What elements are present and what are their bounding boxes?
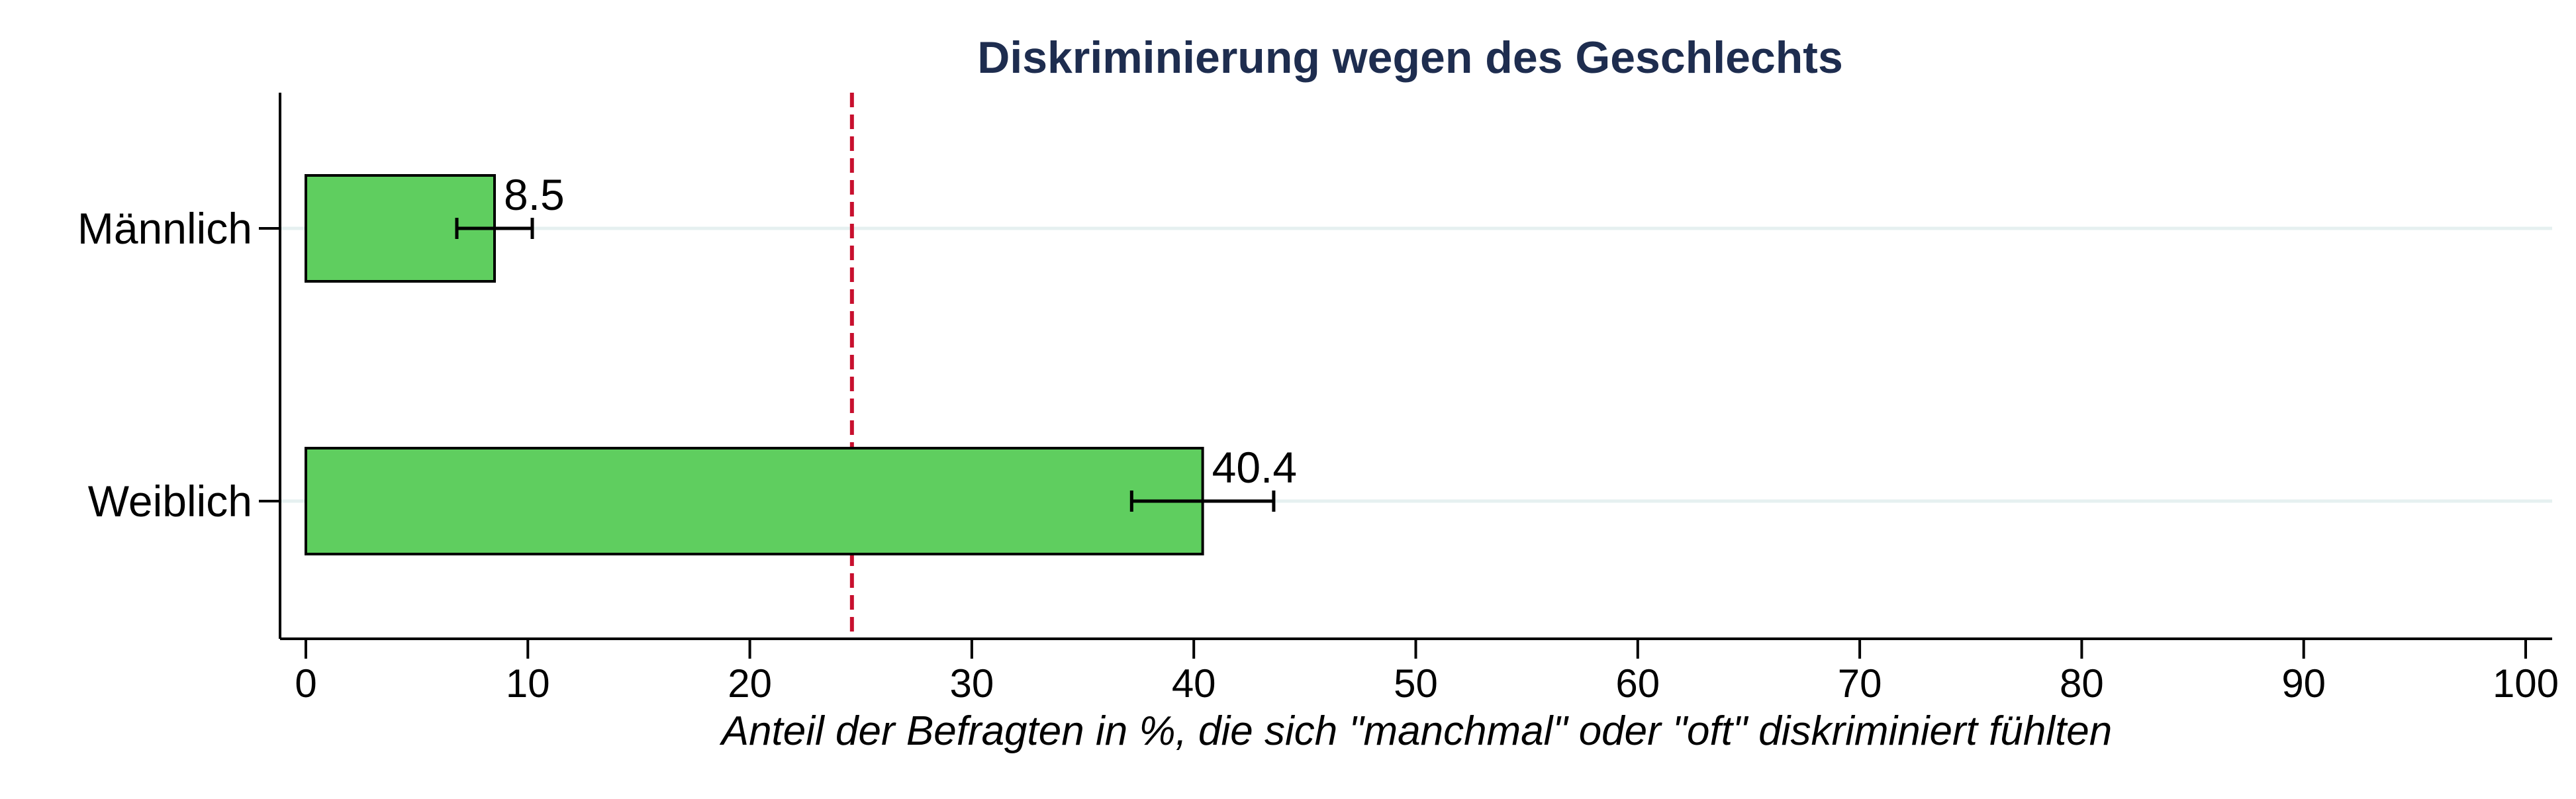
- x-tick-label-6: 60: [1615, 661, 1660, 706]
- x-tick-label-7: 70: [1838, 661, 1882, 706]
- x-tick-label-1: 10: [506, 661, 550, 706]
- x-axis-title: Anteil der Befragten in %, die sich "man…: [719, 708, 2113, 754]
- bars-layer: 8.5 40.4: [305, 170, 1297, 555]
- value-label-0: 8.5: [504, 170, 565, 219]
- chart-title: Diskriminierung wegen des Geschlechts: [977, 32, 1843, 83]
- category-label-1: Weiblich: [88, 477, 252, 526]
- x-tick-label-5: 50: [1394, 661, 1438, 706]
- x-tick-label-0: 0: [295, 661, 316, 706]
- bar-1: [305, 447, 1204, 555]
- x-tick-label-9: 90: [2281, 661, 2326, 706]
- x-tick-label-8: 80: [2060, 661, 2104, 706]
- x-tick-label-10: 100: [2493, 661, 2559, 706]
- x-tick-label-2: 20: [728, 661, 772, 706]
- x-tick-label-4: 40: [1172, 661, 1216, 706]
- value-label-1: 40.4: [1212, 443, 1297, 492]
- axes-layer: Männlich Weiblich 0 10 20 30 40 50 60 70 80 90 100: [77, 93, 2559, 706]
- x-tick-label-3: 30: [950, 661, 994, 706]
- category-label-0: Männlich: [77, 204, 252, 253]
